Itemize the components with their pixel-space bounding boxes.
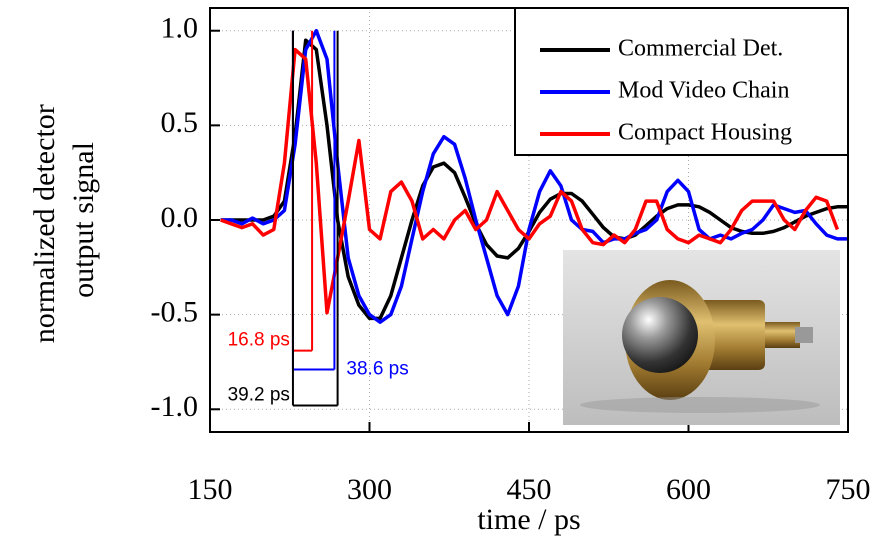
y-axis-label-line: output signal [67,142,100,298]
annotation-label: 39.2 ps [228,385,290,406]
photo-ball [622,297,698,373]
y-tick-label: 0.0 [161,201,199,234]
photo-pin [795,327,813,343]
series-line [220,47,840,315]
y-tick-label: 0.5 [161,106,199,139]
x-tick-label: 600 [666,473,711,506]
y-tick-label: -1.0 [151,390,199,423]
x-tick-label: 450 [507,473,552,506]
y-axis-label-line: normalized detector [28,104,61,343]
y-tick-label: 1.0 [161,12,199,45]
legend-label: Commercial Det. [618,36,783,62]
x-axis-label: time / ps [477,503,580,536]
x-tick-label: 300 [347,473,392,506]
annotation-label: 38.6 ps [346,359,408,380]
y-axis-label: normalized detector output signal [28,97,100,344]
legend-label: Mod Video Chain [618,78,789,104]
photo-connector [760,322,800,348]
legend-label: Compact Housing [618,120,792,146]
x-tick-label: 150 [188,473,233,506]
x-tick-label: 750 [826,473,871,506]
annotation-label: 16.8 ps [228,330,290,351]
photo-shadow [580,397,820,413]
legend-box [514,7,849,156]
series-line [220,28,848,324]
y-tick-label: -0.5 [151,296,199,329]
inset-photo [563,250,840,425]
